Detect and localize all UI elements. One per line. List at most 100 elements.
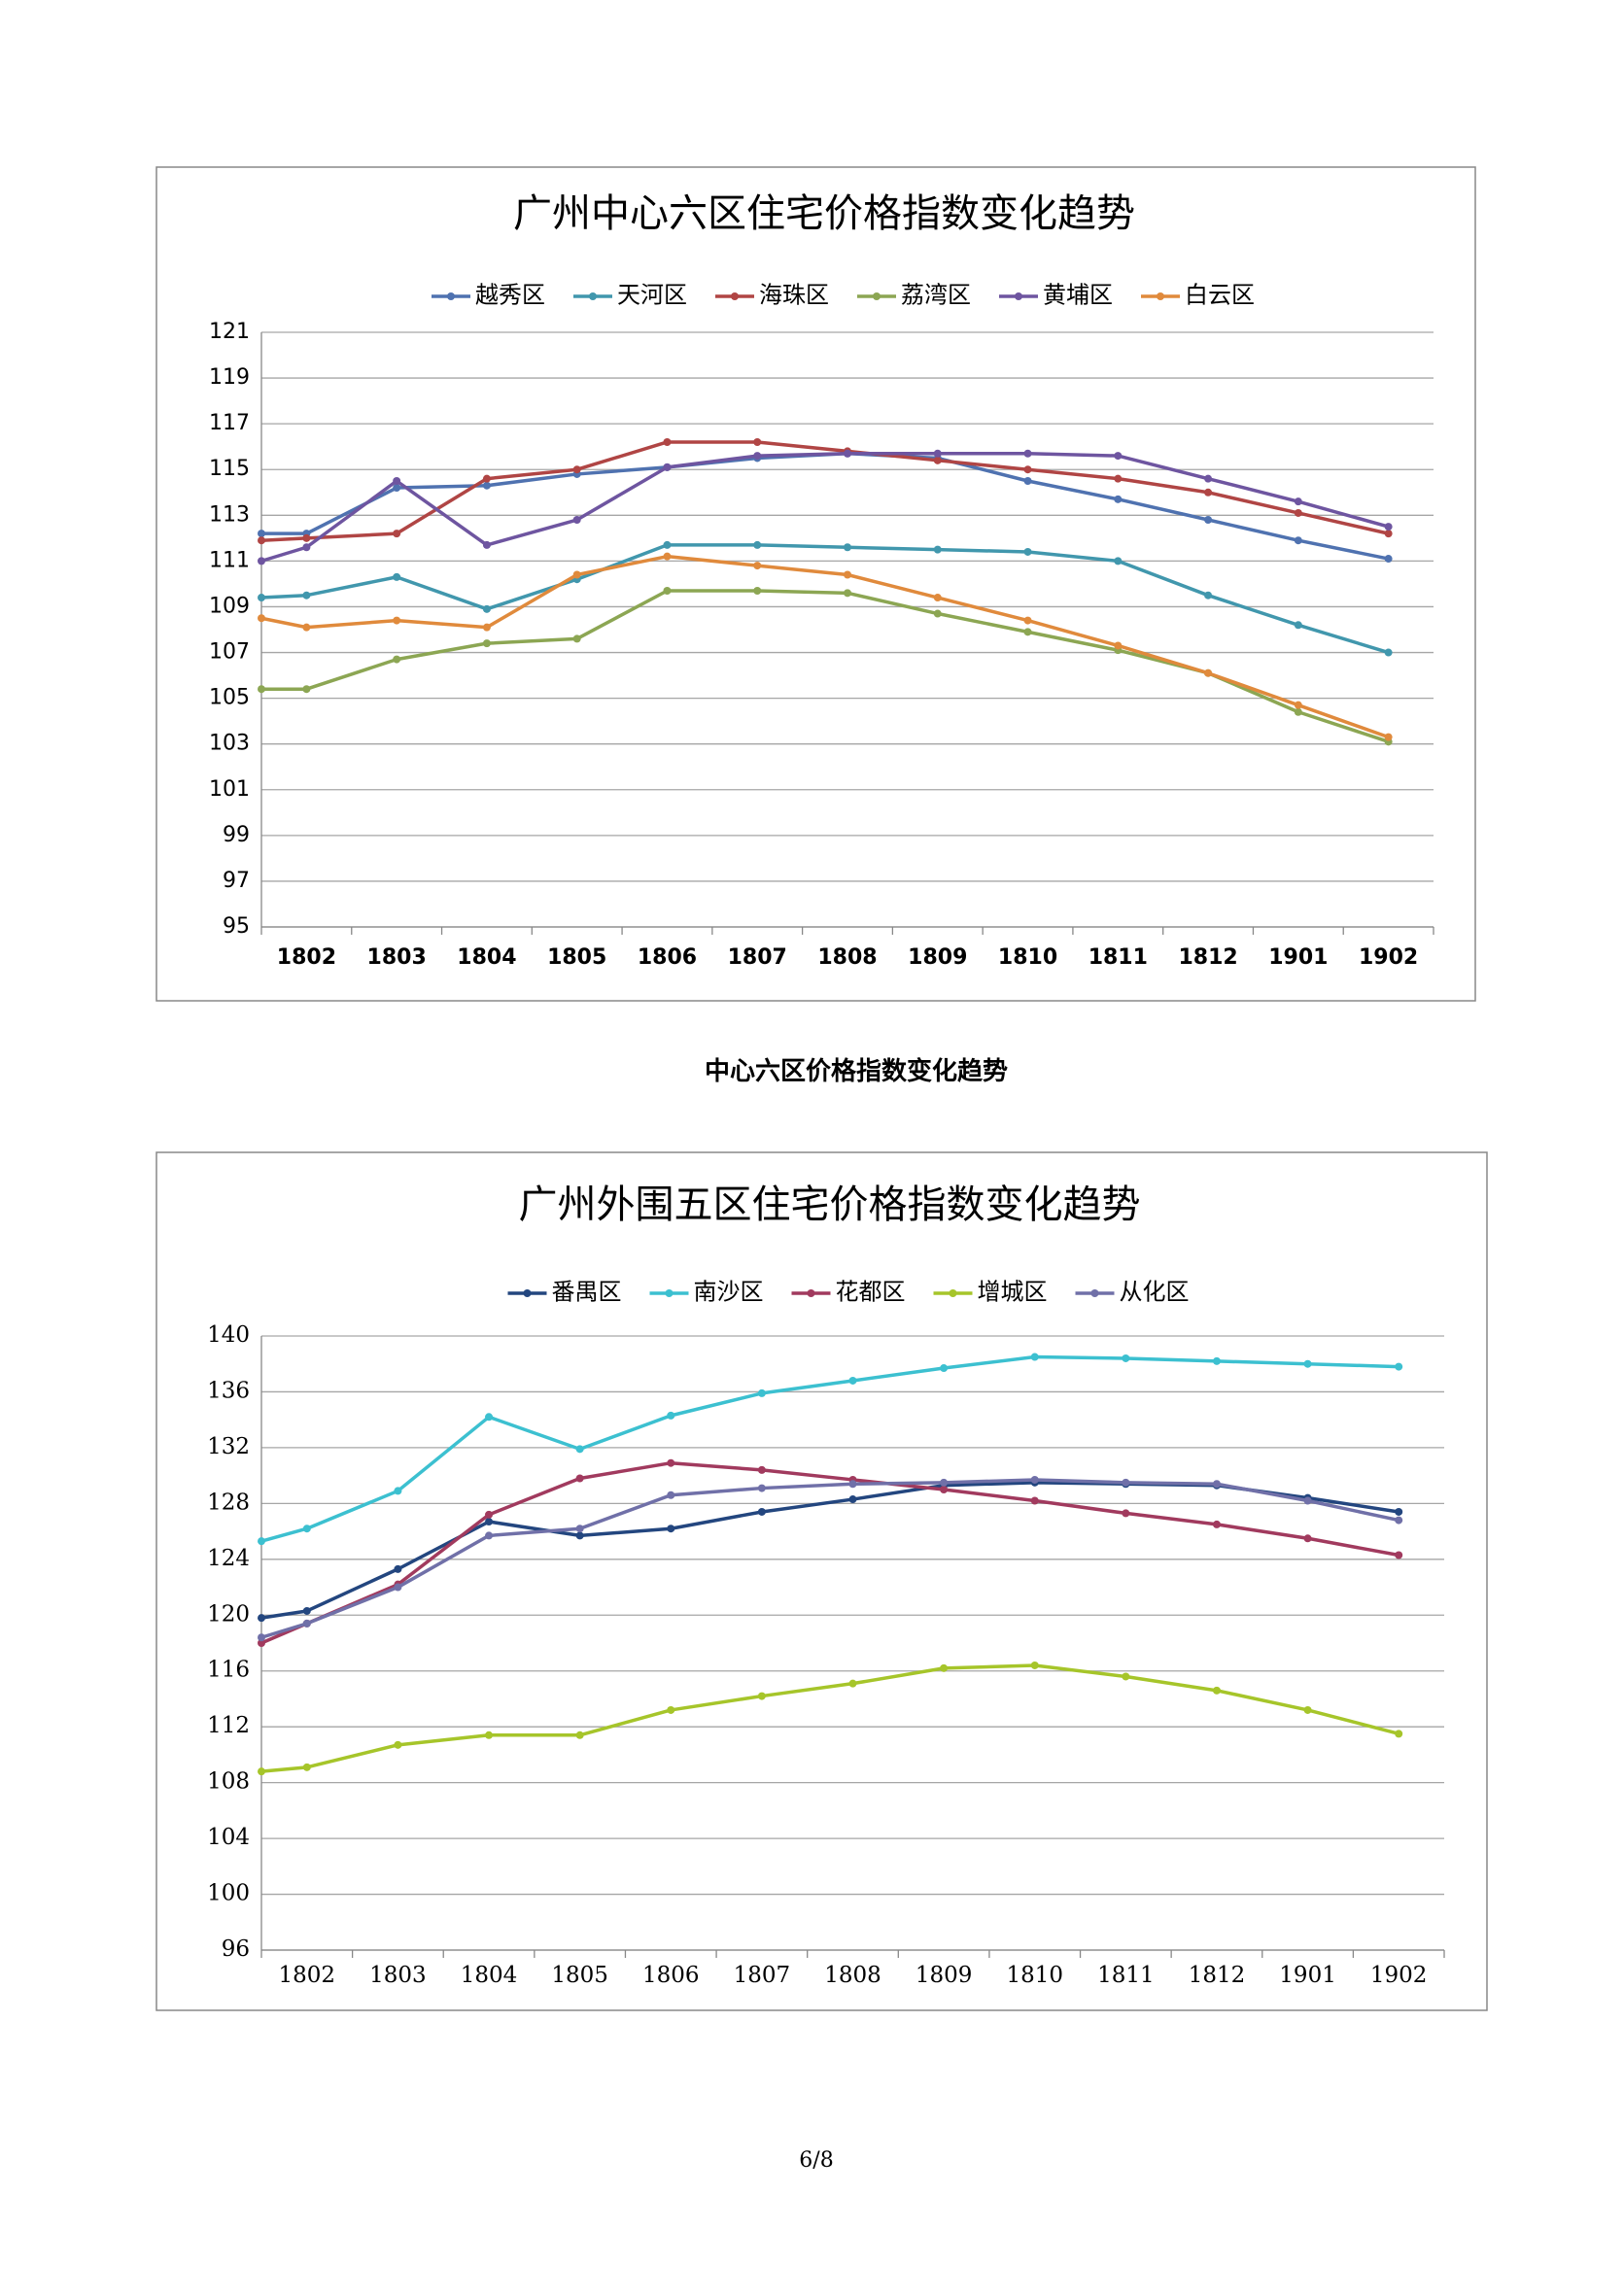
- x-tick-label: 1808: [824, 1963, 881, 1988]
- data-point: [933, 594, 942, 602]
- series-line: [260, 554, 1390, 739]
- data-point: [933, 456, 942, 464]
- data-point: [1294, 536, 1302, 545]
- x-tick-label: 1802: [277, 945, 336, 970]
- data-point: [302, 543, 311, 552]
- x-tick-label: 1809: [916, 1963, 973, 1988]
- y-tick-label: 101: [209, 777, 250, 802]
- data-point: [1030, 1661, 1039, 1669]
- y-tick-label: 124: [207, 1546, 250, 1571]
- x-tick-label: 1808: [817, 945, 877, 970]
- data-point: [1303, 1534, 1312, 1543]
- chart-frame: [155, 166, 1476, 1002]
- y-tick-label: 140: [207, 1322, 250, 1348]
- y-tick-label: 107: [209, 640, 250, 665]
- data-point: [1030, 1353, 1039, 1361]
- x-tick-label: 1902: [1359, 945, 1418, 970]
- x-tick-label: 1803: [367, 945, 427, 970]
- y-tick-label: 96: [222, 1936, 250, 1962]
- data-point: [667, 1491, 675, 1499]
- data-point: [1204, 668, 1213, 677]
- y-tick-label: 119: [209, 365, 250, 390]
- x-tick-label: 1812: [1178, 945, 1237, 970]
- data-point: [1030, 1496, 1039, 1505]
- data-point: [940, 1478, 949, 1487]
- data-point: [1384, 523, 1393, 531]
- data-point: [572, 570, 581, 579]
- data-point: [1294, 497, 1302, 506]
- data-point: [394, 1583, 402, 1592]
- data-point: [302, 1525, 311, 1533]
- data-point: [394, 1740, 402, 1749]
- y-tick-label: 100: [207, 1881, 250, 1906]
- x-tick-label: 1803: [369, 1963, 427, 1988]
- data-point: [258, 1639, 265, 1647]
- y-tick-label: 109: [209, 594, 250, 618]
- data-point: [393, 477, 401, 485]
- x-tick-label: 1806: [642, 1963, 700, 1988]
- x-tick-label: 1810: [998, 945, 1057, 970]
- legend-label: 番禺区: [552, 1279, 622, 1306]
- legend-marker: [447, 292, 455, 300]
- series-line: [260, 1663, 1399, 1773]
- data-point: [393, 530, 401, 538]
- x-tick-label: 1806: [638, 945, 697, 970]
- data-point: [572, 465, 581, 474]
- data-point: [302, 623, 311, 632]
- data-point: [485, 1413, 494, 1422]
- data-point: [393, 484, 401, 493]
- legend-marker: [731, 292, 739, 300]
- data-point: [1384, 648, 1393, 657]
- data-point: [940, 1486, 949, 1493]
- data-point: [485, 1731, 494, 1739]
- legend-marker: [873, 292, 881, 300]
- x-tick-label: 1805: [547, 945, 606, 970]
- y-tick-label: 113: [209, 502, 250, 527]
- data-point: [393, 655, 401, 664]
- data-point: [258, 594, 265, 602]
- data-point: [575, 1525, 584, 1533]
- data-point: [485, 1531, 494, 1540]
- data-point: [485, 1518, 494, 1526]
- data-point: [393, 572, 401, 581]
- legend-marker: [949, 1289, 957, 1297]
- y-tick-label: 95: [223, 914, 250, 939]
- data-point: [394, 1564, 402, 1573]
- data-point: [1023, 628, 1032, 636]
- data-point: [575, 1445, 584, 1454]
- data-point: [1114, 495, 1123, 503]
- series-line: [260, 543, 1390, 655]
- chart-title: 广州中心六区住宅价格指数变化趋势: [513, 191, 1135, 236]
- data-point: [1395, 1507, 1403, 1516]
- legend-label: 南沙区: [694, 1279, 764, 1306]
- data-point: [1303, 1705, 1312, 1714]
- data-point: [1395, 1551, 1403, 1559]
- data-point: [1395, 1730, 1403, 1738]
- x-tick-label: 1809: [908, 945, 967, 970]
- data-point: [1122, 1354, 1130, 1362]
- y-tick-label: 136: [207, 1378, 250, 1403]
- data-point: [844, 449, 851, 458]
- data-point: [1023, 547, 1032, 556]
- data-point: [1122, 1478, 1130, 1487]
- x-tick-label: 1810: [1006, 1963, 1063, 1988]
- data-point: [1212, 1686, 1221, 1695]
- data-point: [1122, 1672, 1130, 1681]
- y-tick-label: 99: [223, 823, 250, 847]
- data-point: [667, 1411, 675, 1420]
- data-point: [757, 1692, 766, 1700]
- data-point: [1204, 516, 1213, 525]
- data-point: [572, 516, 581, 525]
- data-point: [1023, 477, 1032, 485]
- data-point: [1023, 616, 1032, 625]
- data-point: [1303, 1496, 1312, 1505]
- data-point: [667, 1705, 675, 1714]
- data-point: [1294, 707, 1302, 716]
- y-tick-label: 105: [209, 686, 250, 710]
- y-tick-label: 115: [209, 457, 250, 481]
- data-point: [258, 1767, 265, 1776]
- data-point: [1212, 1520, 1221, 1528]
- data-point: [667, 1458, 675, 1467]
- data-point: [1114, 641, 1123, 650]
